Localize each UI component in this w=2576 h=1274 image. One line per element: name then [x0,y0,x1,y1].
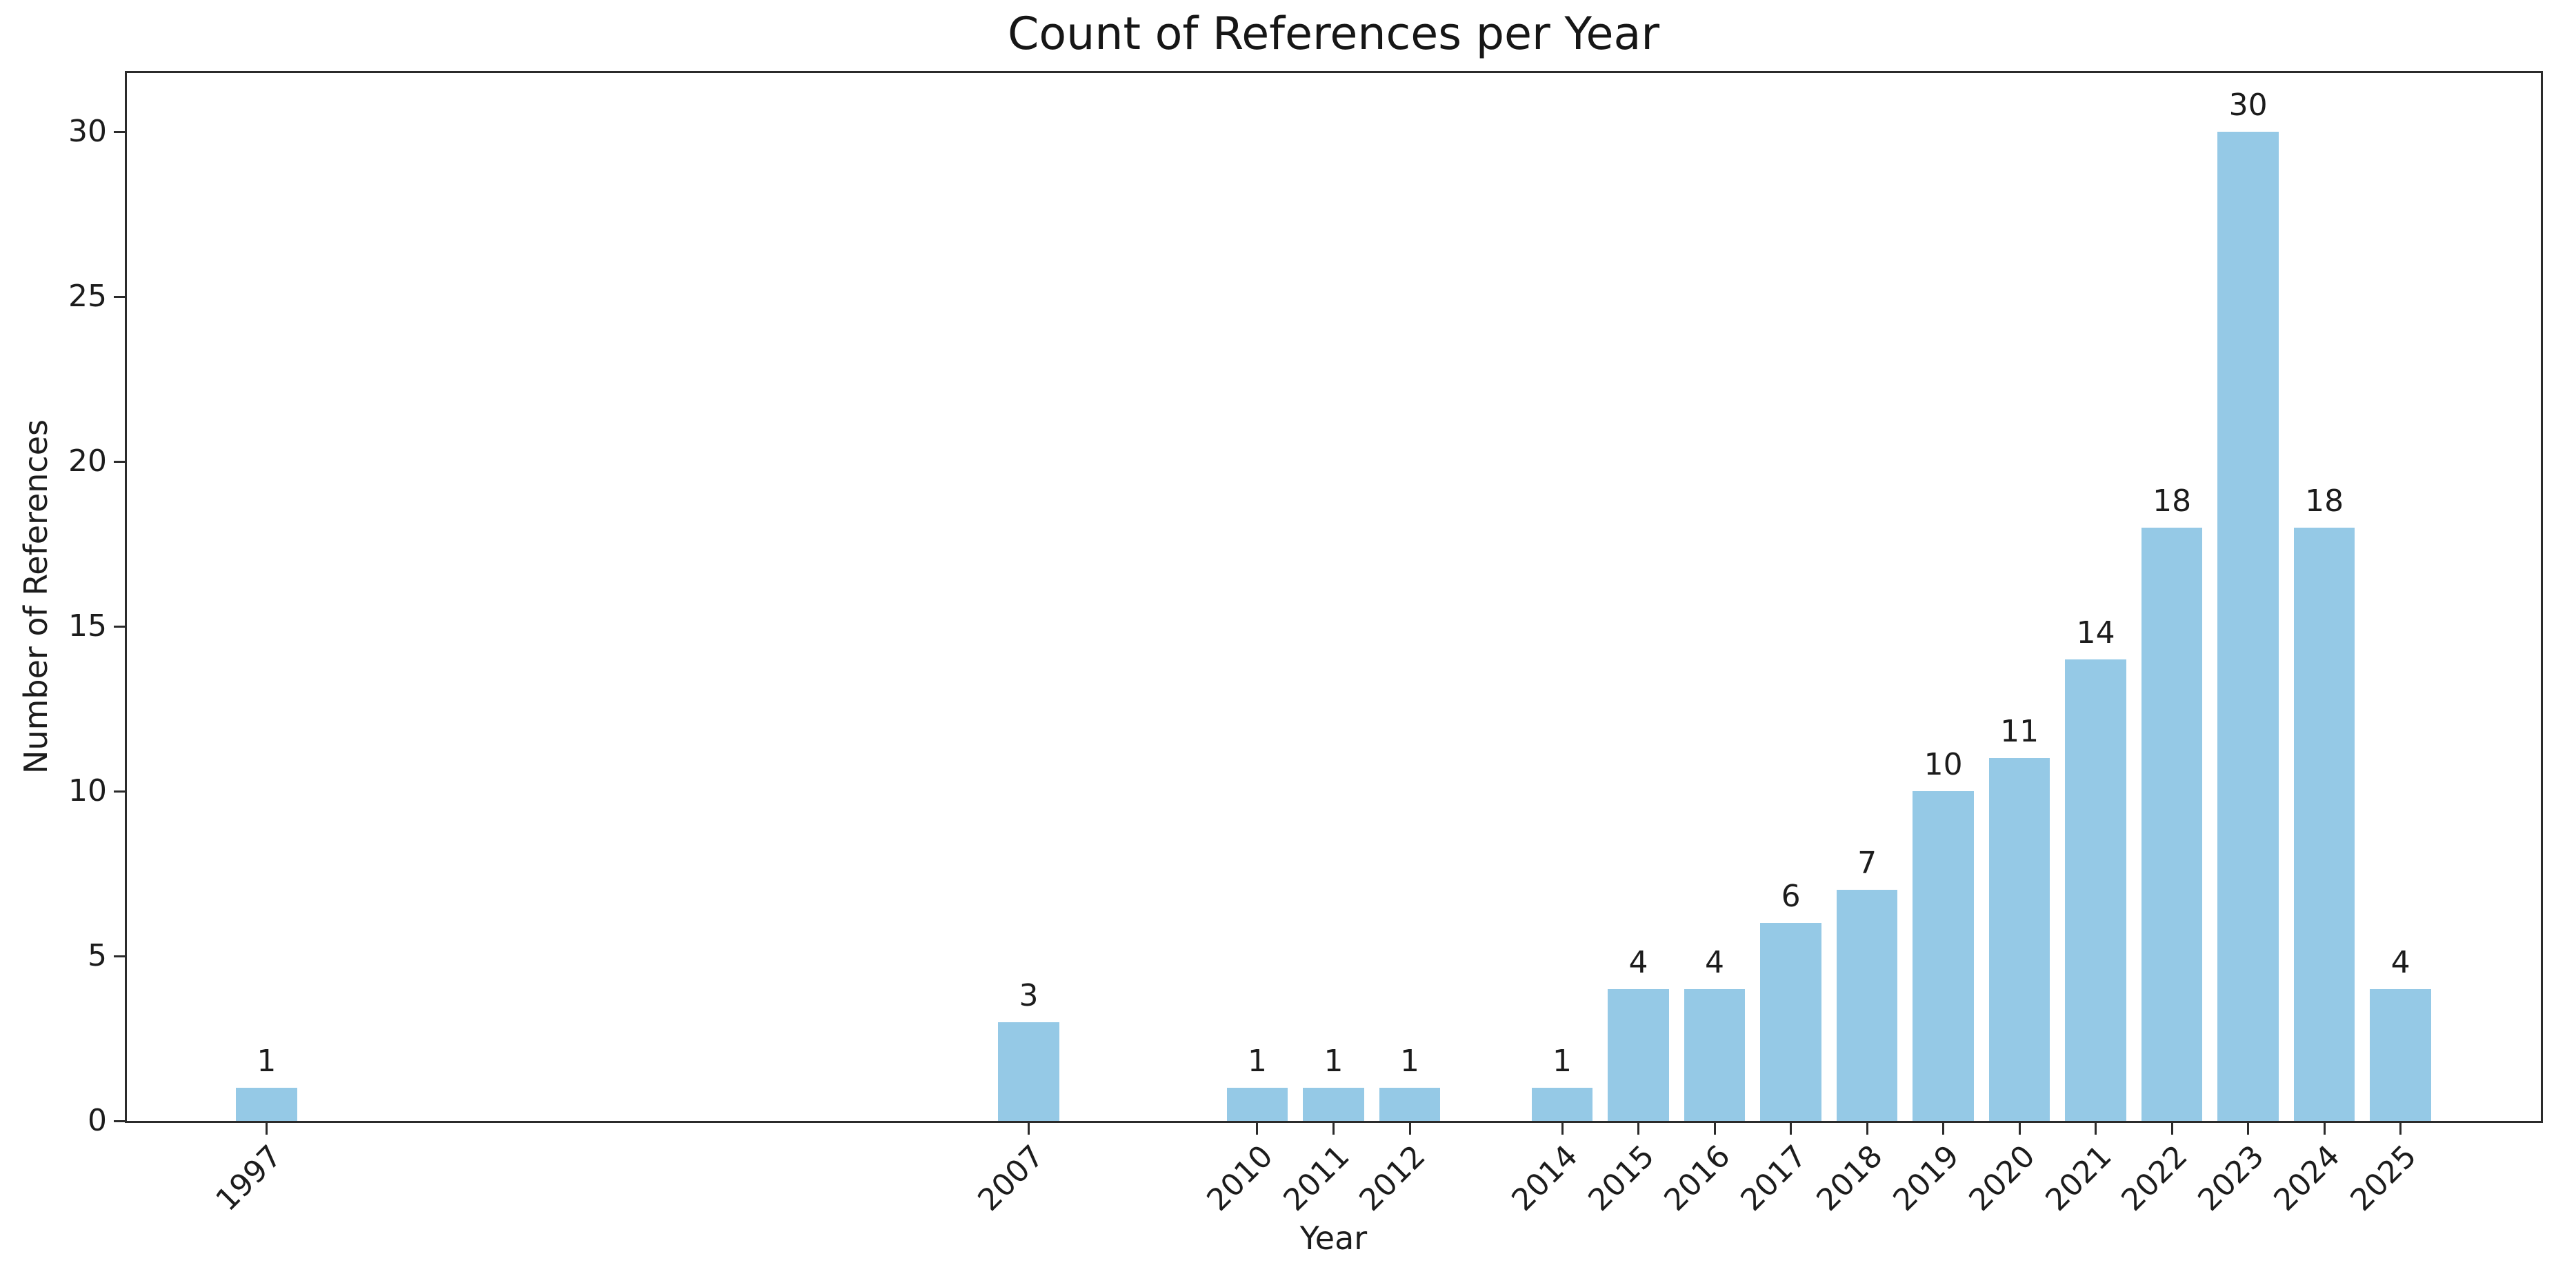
y-tick-10 [114,790,126,793]
y-tick-label-10: 10 [68,773,107,808]
bar-value-2018: 7 [1857,846,1877,882]
x-tick-2020 [2018,1123,2021,1135]
x-tick-label-2019: 2019 [1886,1138,1966,1218]
x-tick-2015 [1637,1123,1640,1135]
bar-value-2021: 14 [2076,615,2115,650]
x-tick-2025 [2399,1123,2402,1135]
x-tick-label-2011: 2011 [1276,1138,1357,1218]
x-tick-label-2023: 2023 [2191,1138,2271,1218]
x-tick-label-2014: 2014 [1505,1138,1585,1218]
x-tick-2023 [2247,1123,2250,1135]
bar-value-2024: 18 [2305,483,2344,519]
x-tick-2014 [1561,1123,1564,1135]
bar-value-2011: 1 [1324,1044,1344,1079]
x-tick-2011 [1332,1123,1335,1135]
bar-1997 [236,1088,297,1121]
bar-2017 [1760,923,1821,1121]
y-tick-label-0: 0 [88,1103,107,1138]
bar-value-2025: 4 [2390,944,2410,980]
bar-2022 [2141,527,2203,1121]
x-tick-label-2025: 2025 [2344,1138,2424,1218]
x-tick-1997 [265,1123,268,1135]
x-tick-label-2020: 2020 [1962,1138,2042,1218]
bar-2018 [1836,890,1898,1121]
chart-title: Count of References per Year [1007,8,1660,60]
x-tick-label-2010: 2010 [1200,1138,1280,1218]
bar-2007 [998,1022,1059,1121]
bar-value-2007: 3 [1019,977,1039,1013]
bar-value-2019: 10 [1924,747,1963,782]
x-tick-2017 [1790,1123,1793,1135]
bar-2023 [2217,132,2279,1121]
bar-value-2014: 1 [1552,1044,1572,1079]
x-tick-2022 [2170,1123,2173,1135]
x-tick-2007 [1027,1123,1030,1135]
bar-2010 [1226,1088,1288,1121]
x-tick-label-2022: 2022 [2115,1138,2195,1218]
y-tick-20 [114,460,126,463]
y-tick-label-15: 15 [68,608,107,644]
bar-2014 [1531,1088,1593,1121]
x-tick-label-2021: 2021 [2039,1138,2119,1218]
bar-value-2016: 4 [1705,944,1725,980]
bar-2025 [2370,988,2431,1121]
x-tick-label-2024: 2024 [2267,1138,2347,1218]
x-tick-label-2018: 2018 [1810,1138,1890,1218]
bar-value-2022: 18 [2153,483,2192,519]
x-tick-label-2016: 2016 [1657,1138,1737,1218]
bar-value-1997: 1 [257,1044,277,1079]
x-tick-label-2012: 2012 [1352,1138,1432,1218]
bar-value-2017: 6 [1781,879,1801,915]
y-tick-label-25: 25 [68,279,107,315]
bar-2021 [2065,659,2126,1121]
x-tick-2024 [2323,1123,2326,1135]
bar-value-2023: 30 [2228,88,2268,123]
x-tick-2010 [1256,1123,1259,1135]
bar-value-2020: 11 [2000,714,2039,750]
bar-2011 [1303,1088,1364,1121]
x-tick-2016 [1713,1123,1716,1135]
y-tick-30 [114,130,126,133]
y-tick-label-5: 5 [88,938,107,973]
x-axis-title: Year [1299,1220,1368,1257]
y-tick-5 [114,955,126,957]
y-tick-25 [114,295,126,298]
bar-2020 [1988,758,2050,1121]
x-tick-label-2015: 2015 [1581,1138,1661,1218]
bar-2012 [1379,1088,1441,1121]
y-tick-label-30: 30 [68,114,107,150]
bar-2016 [1684,988,1746,1121]
y-tick-15 [114,625,126,628]
x-tick-2018 [1866,1123,1868,1135]
x-tick-2021 [2095,1123,2097,1135]
bar-value-2010: 1 [1247,1044,1267,1079]
x-tick-label-1997: 1997 [209,1138,289,1218]
bar-2015 [1608,988,1669,1121]
x-tick-label-2017: 2017 [1733,1138,1814,1218]
y-tick-0 [114,1119,126,1122]
x-tick-label-2007: 2007 [971,1138,1052,1218]
x-tick-2019 [1942,1123,1945,1135]
bar-value-2015: 4 [1628,944,1648,980]
y-tick-label-20: 20 [68,444,107,479]
bar-value-2012: 1 [1400,1044,1419,1079]
x-tick-2012 [1408,1123,1411,1135]
bar-2019 [1913,791,1974,1121]
bar-2024 [2293,527,2355,1121]
